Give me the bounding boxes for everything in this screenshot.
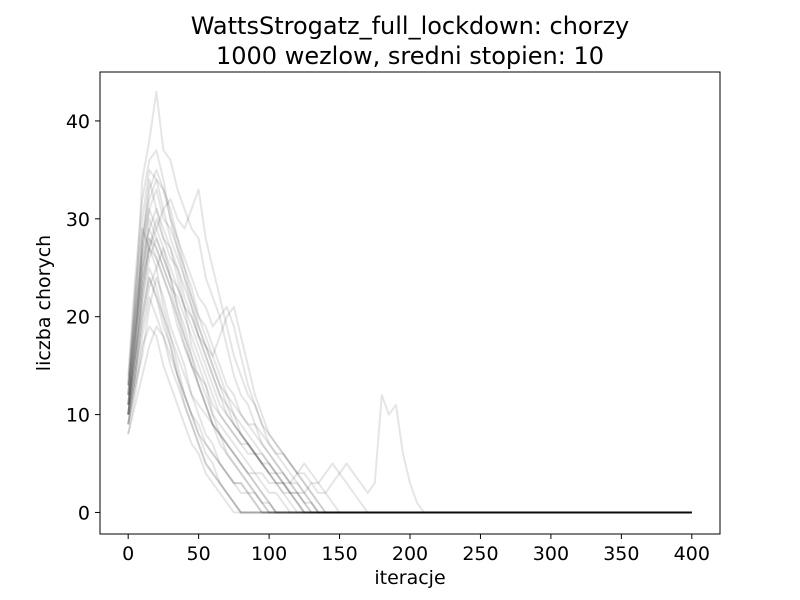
series-line-25 [127, 276, 692, 514]
series-line-17 [127, 237, 692, 514]
series-line-4 [127, 188, 692, 514]
series-line-3 [127, 276, 692, 514]
x-tick-label: 100 [251, 543, 287, 565]
series-line-7 [127, 325, 692, 514]
y-tick-label: 40 [66, 111, 90, 133]
series-line-6 [127, 188, 692, 514]
x-tick-label: 350 [603, 543, 639, 565]
y-tick-label: 20 [66, 307, 90, 329]
series-line-9 [127, 237, 692, 514]
series-line-11 [127, 276, 692, 514]
series-line-24 [127, 178, 692, 514]
chart-title-line-2: 1000 wezlow, sredni stopien: 10 [216, 42, 604, 70]
x-tick-label: 250 [462, 543, 498, 565]
series-line-16 [127, 247, 692, 514]
x-axis-ticks: 0 50 100 150 200 250 300 350 400 [122, 534, 710, 565]
series-line-15 [127, 227, 692, 514]
series-line-8 [127, 168, 692, 514]
x-tick-label: 200 [392, 543, 428, 565]
series-line-10 [127, 208, 692, 514]
x-tick-label: 300 [533, 543, 569, 565]
x-tick-label: 0 [122, 543, 134, 565]
series-line-18 [127, 149, 692, 514]
series-line-20 [127, 217, 692, 514]
plot-frame [99, 71, 721, 535]
y-axis-label: liczba chorych [33, 235, 55, 371]
y-tick-label: 0 [78, 502, 90, 524]
y-tick-label: 30 [66, 209, 90, 231]
series-line-2 [127, 90, 692, 514]
series-line-1 [127, 178, 692, 514]
series-line-13 [127, 266, 692, 514]
series-group [127, 90, 692, 514]
y-axis-ticks: 0 10 20 30 40 [66, 111, 100, 524]
x-tick-label: 400 [674, 543, 710, 565]
series-line-22 [127, 247, 692, 514]
series-line-14 [127, 217, 692, 514]
series-line-5 [127, 227, 692, 514]
x-tick-label: 150 [321, 543, 357, 565]
chart-title-line-1: WattsStrogatz_full_lockdown: chorzy [191, 12, 630, 40]
x-tick-label: 50 [187, 543, 211, 565]
series-line-21 [127, 208, 692, 514]
x-axis-label: iteracje [374, 567, 445, 589]
series-line-23 [127, 296, 692, 514]
series-line-19 [127, 325, 692, 514]
series-line-12 [127, 168, 692, 514]
series-line-26 [127, 237, 692, 514]
y-tick-label: 10 [66, 405, 90, 427]
